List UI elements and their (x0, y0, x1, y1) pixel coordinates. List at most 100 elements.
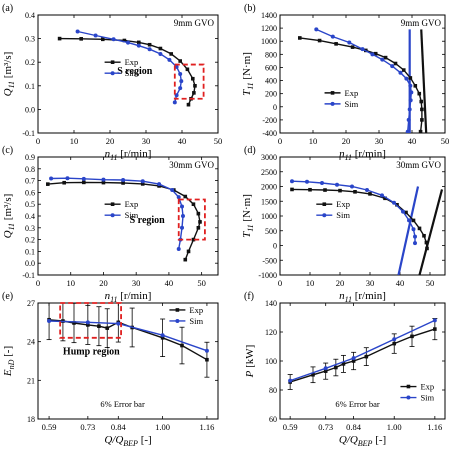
x-axis-label: Q/QBEP [-] (339, 434, 386, 448)
data-point-sim (380, 193, 384, 198)
x-tick-label: 0.84 (346, 422, 362, 432)
data-point-sim (305, 179, 309, 184)
panel-f: 0.59 0.73 0.84 1.00 1.16 60 80 100 120 140 Q/QBEP … (244, 291, 446, 448)
y-tick-label: 0.4 (25, 212, 35, 221)
y-tick-label: 800 (265, 50, 277, 59)
data-point-exp (417, 91, 422, 96)
data-point-exp (122, 38, 127, 43)
data-point-exp (62, 180, 66, 185)
data-point-exp (196, 226, 201, 230)
y-tick-label: 0.0 (25, 105, 35, 114)
x-tick-label: 40 (396, 278, 405, 288)
data-point-sim (314, 27, 319, 32)
zero-torque-line-exp (420, 29, 428, 133)
note-gvo: 9mm GVO (401, 18, 442, 28)
data-point-sim (140, 179, 145, 184)
x-tick-label: 20 (106, 136, 115, 146)
data-point-sim (157, 182, 162, 187)
panel-b: 0 10 20 30 40 50 -400 -200 0 200 400 600 800 1000 1200… (241, 3, 449, 162)
data-point-sim (408, 83, 413, 88)
y-tick-label: 1500 (261, 197, 277, 206)
legend-marker-exp (406, 384, 411, 389)
data-point-exp (419, 99, 424, 104)
data-point-sim (409, 90, 414, 95)
x-tick-label: 20 (99, 278, 108, 288)
plot-area (46, 303, 210, 378)
data-point-exp (183, 194, 188, 199)
panel-label: (b) (244, 3, 256, 14)
y-tick-label: 2000 (261, 183, 277, 192)
y-axis-label: Q11 [m³/s] (2, 194, 16, 239)
data-point-sim (111, 37, 116, 42)
data-point-sim (116, 321, 121, 326)
data-point-sim (136, 43, 141, 48)
data-point-exp (82, 180, 86, 185)
legend-marker-exp (175, 308, 180, 312)
x-tick-label: 20 (342, 136, 351, 146)
plot-area (290, 179, 444, 275)
series-line-exp (47, 181, 201, 260)
data-point-exp (433, 327, 437, 331)
data-point-sim (350, 184, 354, 189)
data-point-sim (121, 178, 126, 183)
legend-marker-exp (330, 91, 335, 95)
data-point-exp (373, 51, 378, 56)
y-tick-label: 0.3 (25, 35, 35, 44)
legend-marker-exp (110, 202, 115, 206)
y-tick-label: -500 (262, 256, 277, 265)
data-point-sim (49, 176, 54, 181)
legend-marker-sim (175, 318, 180, 323)
note-gvo: 30mm GVO (169, 160, 214, 170)
legend-label-sim: Sim (125, 68, 139, 78)
data-point-exp (420, 118, 424, 122)
data-point-exp (334, 42, 338, 46)
x-tick-label: 30 (132, 278, 141, 288)
data-point-exp (57, 36, 62, 41)
y-tick-label: 0.4 (25, 11, 35, 20)
data-point-sim (398, 70, 403, 75)
plot-frame (37, 302, 219, 420)
panel-label: (c) (2, 145, 13, 156)
y-tick-label: 1200 (261, 24, 277, 33)
legend-label-exp: Exp (125, 57, 139, 67)
x-tick-label: 50 (197, 278, 206, 288)
y-tick-label: 18 (27, 415, 35, 424)
data-point-sim (407, 218, 411, 223)
x-tick-label: 30 (375, 136, 384, 146)
data-point-exp (408, 76, 413, 80)
y-tick-label: 60 (269, 415, 277, 424)
data-point-sim (413, 241, 417, 246)
data-point-exp (422, 233, 426, 238)
data-point-sim (290, 179, 294, 184)
y-tick-label: 0.1 (25, 82, 35, 91)
data-point-sim (347, 40, 352, 45)
data-point-sim (170, 188, 175, 193)
data-point-exp (401, 68, 406, 72)
y-tick-label: -400 (262, 129, 277, 138)
data-point-sim (65, 176, 70, 181)
series-line-sim (51, 177, 184, 250)
note-error-bar: 6% Error bar (100, 399, 145, 409)
data-point-exp (158, 46, 163, 51)
y-tick-label: 0.3 (25, 224, 35, 233)
data-point-sim (408, 98, 413, 103)
x-tick-label: 0 (278, 136, 282, 146)
x-tick-label: 0.59 (283, 422, 298, 432)
region-annotation: S region (130, 215, 166, 226)
data-point-sim (407, 107, 412, 112)
data-point-exp (198, 220, 202, 224)
data-point-sim (176, 247, 181, 252)
x-tick-label: 1.00 (387, 422, 402, 432)
y-tick-label: 27 (27, 299, 35, 308)
data-point-sim (411, 227, 416, 232)
data-point-exp (46, 182, 50, 186)
data-point-exp (101, 180, 106, 185)
y-tick-label: 0 (273, 242, 277, 251)
data-point-sim (204, 348, 209, 353)
panel-d: 0 10 20 30 40 50 -1000 -500 0 500 1000 1500 2000 2500… (241, 145, 446, 304)
series-line-exp (299, 37, 423, 132)
data-point-sim (392, 200, 396, 205)
highlight-region-box (173, 63, 205, 100)
